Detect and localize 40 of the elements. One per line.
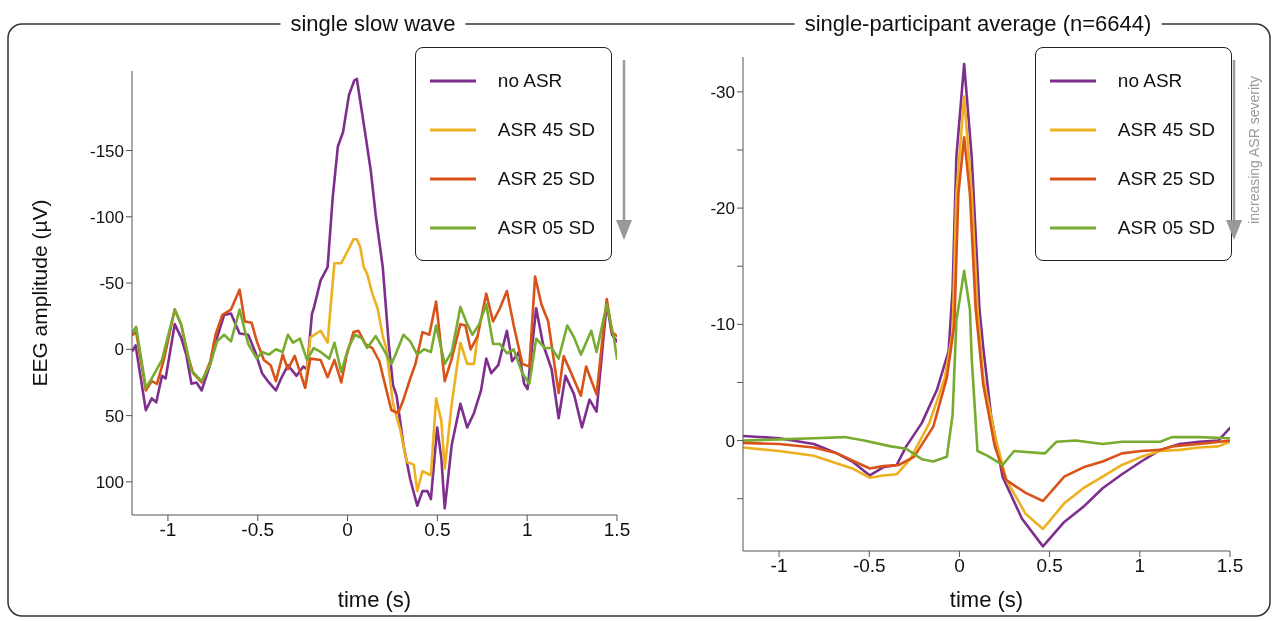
x-axis-title: time (s) [336, 587, 413, 613]
x-tick-label: 1 [521, 519, 533, 541]
y-tick-label: -150 [89, 141, 124, 161]
legend-label: ASR 05 SD [1117, 216, 1215, 239]
y-tick-label: -20 [710, 199, 735, 219]
line-series [743, 135, 1230, 503]
chart-title: single-participant average (n=6644) [794, 11, 1162, 37]
y-tick-label: -10 [710, 315, 735, 335]
x-tick-label: 0 [954, 555, 965, 577]
legend-label: ASR 45 SD [497, 118, 595, 141]
chart-title: single slow wave [280, 11, 466, 37]
legend-label: ASR 05 SD [497, 216, 595, 239]
line-series [132, 302, 617, 390]
x-tick-label: -1 [770, 555, 788, 577]
legend-label: no ASR [1117, 69, 1183, 92]
line-series [303, 238, 479, 493]
x-tick-label: 0.5 [424, 519, 451, 541]
legend-label: ASR 45 SD [1117, 118, 1215, 141]
x-tick-label: -0.5 [852, 555, 886, 577]
legend-label: ASR 25 SD [1117, 167, 1215, 190]
y-tick-label: -50 [99, 274, 124, 294]
legend-label: no ASR [497, 69, 563, 92]
y-tick-label: 0 [114, 340, 124, 360]
line-series [743, 269, 1230, 467]
y-tick-label: 0 [725, 431, 735, 451]
x-tick-label: 0.5 [1036, 555, 1063, 577]
y-tick-label: -30 [710, 82, 735, 102]
x-tick-label: -1 [159, 519, 177, 541]
x-tick-label: 1 [1134, 555, 1146, 577]
x-tick-label: -0.5 [241, 519, 275, 541]
x-tick-label: 1.5 [1216, 555, 1244, 577]
y-tick-label: -100 [89, 207, 124, 227]
y-tick-label: 50 [105, 406, 124, 426]
x-tick-label: 1.5 [603, 519, 631, 541]
y-tick-label: 100 [95, 472, 124, 492]
x-tick-label: 0 [342, 519, 353, 541]
legend-label: ASR 25 SD [497, 167, 595, 190]
text: increasing ASR severity [1246, 76, 1262, 224]
y-axis-title: EEG amplitude (µV) [28, 199, 52, 387]
x-axis-title: time (s) [948, 587, 1025, 613]
